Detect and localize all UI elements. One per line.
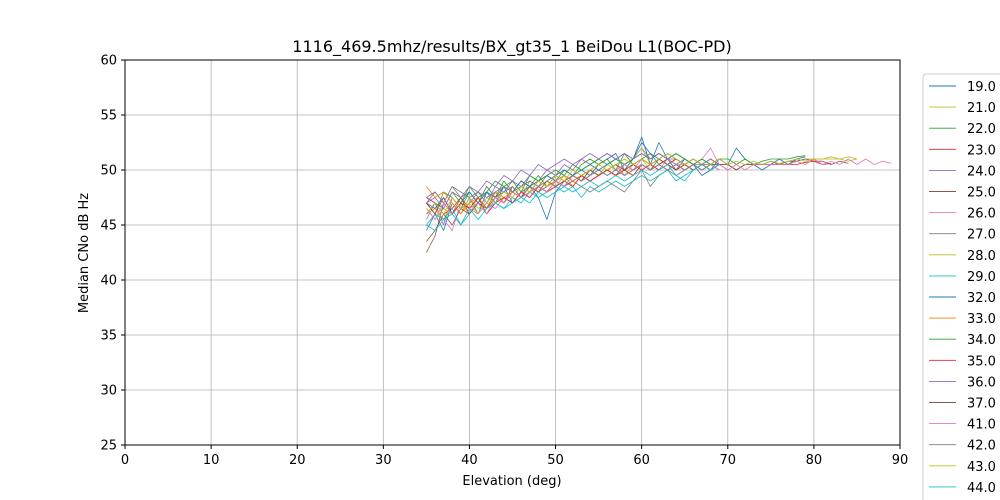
legend-label: 43.0 xyxy=(967,460,996,475)
legend-label: 22.0 xyxy=(967,122,996,137)
x-tick-label: 10 xyxy=(203,453,220,468)
legend-label: 24.0 xyxy=(967,164,996,179)
y-tick-label: 50 xyxy=(100,164,117,179)
y-tick-label: 45 xyxy=(100,219,117,234)
legend-label: 35.0 xyxy=(967,354,996,369)
y-tick-label: 40 xyxy=(100,274,117,289)
y-axis-label: Median CNo dB Hz xyxy=(77,193,92,313)
x-tick-label: 90 xyxy=(892,453,909,468)
legend-label: 42.0 xyxy=(967,439,996,454)
legend-box xyxy=(922,73,1000,500)
axes-frame xyxy=(124,59,901,446)
legend-label: 29.0 xyxy=(967,270,996,285)
legend-label: 19.0 xyxy=(967,80,996,95)
series-line-36.0 xyxy=(426,153,720,209)
chart-title: 1116_469.5mhz/results/BX_gt35_1 BeiDou L… xyxy=(292,37,731,57)
x-tick-label: 20 xyxy=(289,453,306,468)
legend-label: 32.0 xyxy=(967,291,996,306)
legend-label: 37.0 xyxy=(967,397,996,412)
x-axis-label: Elevation (deg) xyxy=(462,474,561,489)
legend-label: 26.0 xyxy=(967,207,996,222)
x-axis-ticks: 0 10 20 30 40 50 60 70 80 90 xyxy=(121,445,908,468)
y-tick-label: 30 xyxy=(100,384,117,399)
x-tick-label: 60 xyxy=(633,453,650,468)
legend-label: 34.0 xyxy=(967,333,996,348)
x-tick-label: 70 xyxy=(720,453,737,468)
legend-label: 23.0 xyxy=(967,143,996,158)
legend-label: 44.0 xyxy=(967,481,996,496)
legend-label: 25.0 xyxy=(967,186,996,201)
legend-label: 28.0 xyxy=(967,249,996,264)
legend-label: 36.0 xyxy=(967,375,996,390)
legend-label: 21.0 xyxy=(967,101,996,116)
plot-background xyxy=(125,60,900,445)
series-line-35.0 xyxy=(426,158,720,215)
x-tick-label: 30 xyxy=(375,453,392,468)
y-tick-label: 35 xyxy=(100,329,117,344)
y-tick-label: 25 xyxy=(100,439,117,454)
y-tick-label: 60 xyxy=(100,54,117,69)
axes xyxy=(124,59,901,446)
series-line-43.0 xyxy=(426,153,857,215)
y-tick-label: 55 xyxy=(100,109,117,124)
series-line-44.0 xyxy=(426,164,720,231)
series-lines xyxy=(426,136,892,253)
y-axis-ticks: 25 30 35 40 45 50 55 60 xyxy=(100,54,125,454)
legend-label: 27.0 xyxy=(967,228,996,243)
x-tick-label: 50 xyxy=(547,453,564,468)
legend-label: 41.0 xyxy=(967,418,996,433)
plot-area xyxy=(125,60,900,445)
x-tick-label: 0 xyxy=(121,453,129,468)
legend-label: 33.0 xyxy=(967,312,996,327)
x-tick-label: 40 xyxy=(461,453,478,468)
x-tick-label: 80 xyxy=(806,453,823,468)
series-line-24.0 xyxy=(426,147,729,226)
legend: 19.0 21.0 22.0 23.0 24.0 25.0 26.0 27.0 28.0 29.0… xyxy=(922,73,1000,500)
